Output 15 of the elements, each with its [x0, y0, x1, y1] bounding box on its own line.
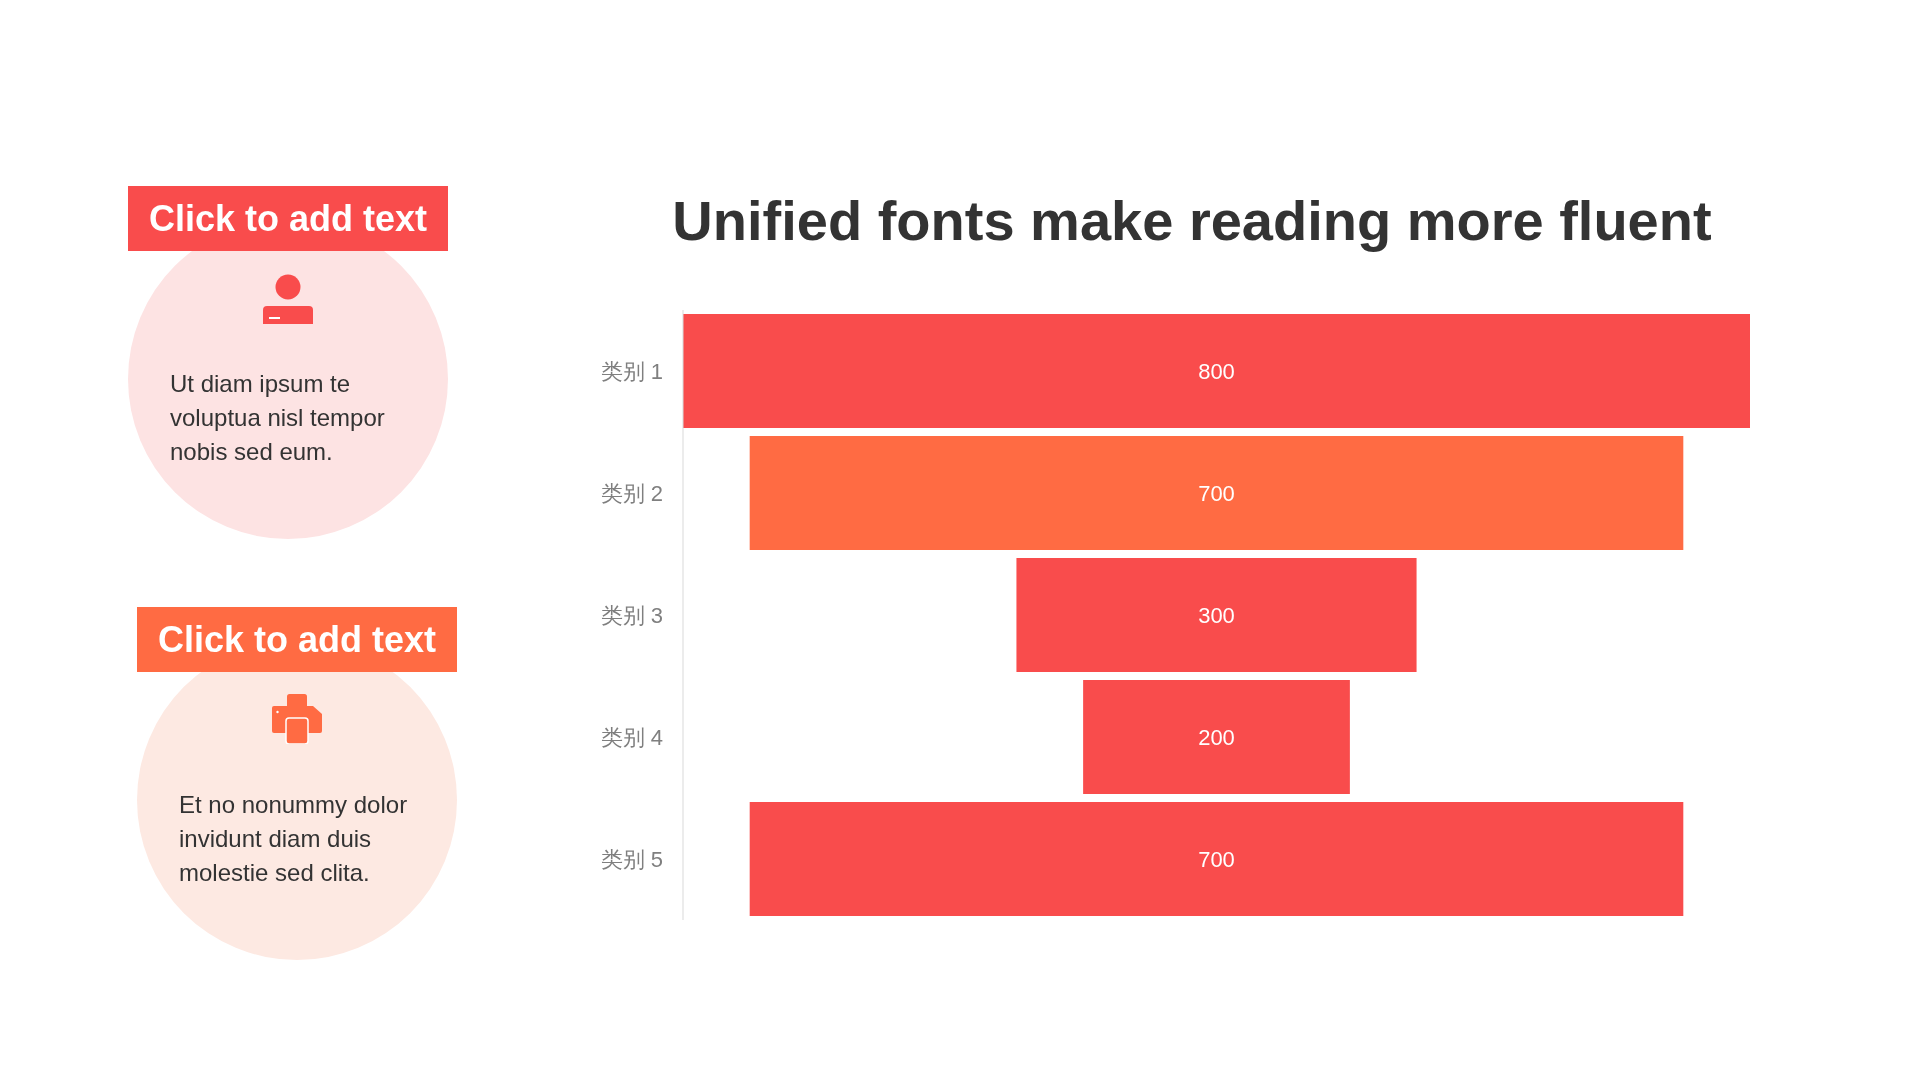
data-label: 300	[1198, 602, 1235, 628]
banner: Click to add text	[128, 186, 448, 251]
text: Et no nonummy dolor invidunt diam duis molestie sed clita.	[179, 790, 409, 888]
text: Ut diam ipsum te voluptua nisl tempor nobis sed eum.	[170, 369, 386, 467]
data-label: 700	[1198, 480, 1235, 506]
data-label: 700	[1198, 846, 1235, 872]
data-label: 200	[1198, 724, 1235, 750]
category-label: 类别 3	[600, 602, 663, 628]
text: Unified fonts make reading more fluent	[671, 189, 1713, 253]
data-label: 800	[1198, 358, 1235, 384]
category-label: 类别 4	[600, 724, 663, 750]
banner: Click to add text	[137, 607, 457, 672]
category-label: 类别 1	[600, 358, 663, 384]
category-label: 类别 5	[600, 846, 663, 872]
category-label: 类别 2	[600, 480, 663, 506]
